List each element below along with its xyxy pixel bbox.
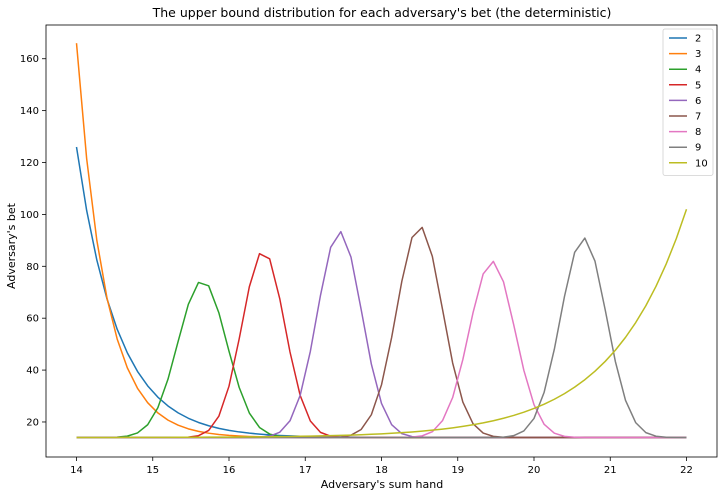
x-tick-label: 15 <box>146 465 159 476</box>
x-tick-label: 18 <box>375 465 388 476</box>
y-tick-label: 160 <box>20 54 39 65</box>
y-tick-label: 140 <box>20 106 39 117</box>
x-tick-label: 19 <box>451 465 464 476</box>
plot-area <box>45 24 718 458</box>
series-line-4 <box>76 281 687 439</box>
x-axis-label: Adversary's sum hand <box>321 478 443 491</box>
x-tick-label: 16 <box>223 465 236 476</box>
y-tick-label: 60 <box>26 314 39 325</box>
legend-label-4: 4 <box>695 65 701 76</box>
series-line-9 <box>76 237 687 439</box>
x-tick-label: 22 <box>680 465 693 476</box>
y-axis-label: Adversary's bet <box>5 202 18 289</box>
legend-label-10: 10 <box>695 158 708 169</box>
legend-label-3: 3 <box>695 49 701 60</box>
series-line-10 <box>76 208 688 439</box>
legend-label-9: 9 <box>695 143 701 154</box>
y-tick-label: 20 <box>26 417 39 428</box>
y-tick-label: 80 <box>26 262 39 273</box>
y-tick-label: 40 <box>26 366 39 377</box>
legend-box <box>662 28 714 176</box>
legend-label-6: 6 <box>695 96 701 107</box>
plot-frame <box>45 24 718 458</box>
chart-title: The upper bound distribution for each ad… <box>152 5 612 20</box>
series-line-5 <box>76 252 687 439</box>
legend-label-7: 7 <box>695 112 701 123</box>
y-tick-label: 120 <box>20 158 39 169</box>
legend-label-8: 8 <box>695 127 701 138</box>
x-axis: 14 15 16 17 18 19 20 21 22 <box>70 457 693 476</box>
y-tick-label: 100 <box>20 210 39 221</box>
series-line-2 <box>75 146 687 439</box>
legend-label-5: 5 <box>695 80 701 91</box>
x-tick-label: 21 <box>604 465 617 476</box>
x-tick-label: 14 <box>70 465 83 476</box>
y-axis: 20 40 60 80 100 120 140 160 <box>20 54 46 428</box>
x-tick-label: 17 <box>299 465 312 476</box>
legend-label-2: 2 <box>695 34 701 45</box>
x-tick-label: 20 <box>528 465 541 476</box>
legend: 2 3 4 5 6 7 8 9 10 <box>662 28 714 176</box>
series-line-8 <box>76 260 687 439</box>
